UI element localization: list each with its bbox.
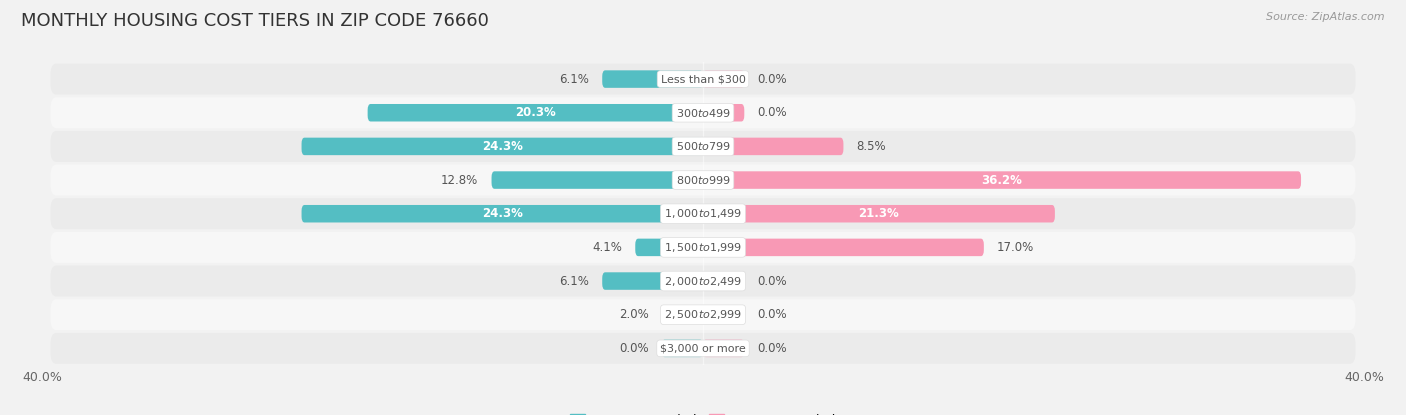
Text: 6.1%: 6.1% [560,275,589,288]
Text: $300 to $499: $300 to $499 [675,107,731,119]
Text: 17.0%: 17.0% [997,241,1035,254]
Text: $800 to $999: $800 to $999 [675,174,731,186]
FancyBboxPatch shape [703,205,1054,222]
Text: $2,000 to $2,499: $2,000 to $2,499 [664,275,742,288]
Text: 12.8%: 12.8% [441,173,478,187]
FancyBboxPatch shape [662,306,703,323]
FancyBboxPatch shape [51,63,1355,95]
Text: 4.1%: 4.1% [592,241,621,254]
FancyBboxPatch shape [703,239,984,256]
FancyBboxPatch shape [51,299,1355,330]
FancyBboxPatch shape [367,104,703,122]
Text: $2,500 to $2,999: $2,500 to $2,999 [664,308,742,321]
FancyBboxPatch shape [51,232,1355,263]
Text: $500 to $799: $500 to $799 [675,140,731,152]
FancyBboxPatch shape [51,198,1355,229]
FancyBboxPatch shape [602,70,703,88]
FancyBboxPatch shape [51,266,1355,297]
FancyBboxPatch shape [602,272,703,290]
FancyBboxPatch shape [703,339,744,357]
Text: 0.0%: 0.0% [758,73,787,85]
Text: Source: ZipAtlas.com: Source: ZipAtlas.com [1267,12,1385,22]
FancyBboxPatch shape [703,306,744,323]
Text: 36.2%: 36.2% [981,173,1022,187]
FancyBboxPatch shape [51,333,1355,364]
FancyBboxPatch shape [662,339,703,357]
Text: 2.0%: 2.0% [619,308,648,321]
Text: MONTHLY HOUSING COST TIERS IN ZIP CODE 76660: MONTHLY HOUSING COST TIERS IN ZIP CODE 7… [21,12,489,30]
Text: 0.0%: 0.0% [758,342,787,355]
FancyBboxPatch shape [492,171,703,189]
Text: 24.3%: 24.3% [482,140,523,153]
FancyBboxPatch shape [636,239,703,256]
Text: $3,000 or more: $3,000 or more [661,343,745,353]
FancyBboxPatch shape [51,97,1355,128]
FancyBboxPatch shape [51,131,1355,162]
Legend: Owner-occupied, Renter-occupied: Owner-occupied, Renter-occupied [565,409,841,415]
Text: 0.0%: 0.0% [758,275,787,288]
FancyBboxPatch shape [703,171,1301,189]
Text: 8.5%: 8.5% [856,140,886,153]
FancyBboxPatch shape [51,165,1355,195]
Text: 21.3%: 21.3% [859,207,900,220]
FancyBboxPatch shape [703,104,744,122]
FancyBboxPatch shape [703,272,744,290]
Text: $1,000 to $1,499: $1,000 to $1,499 [664,207,742,220]
FancyBboxPatch shape [301,138,703,155]
Text: 0.0%: 0.0% [619,342,648,355]
Text: $1,500 to $1,999: $1,500 to $1,999 [664,241,742,254]
FancyBboxPatch shape [703,138,844,155]
FancyBboxPatch shape [301,205,703,222]
Text: 0.0%: 0.0% [758,106,787,119]
FancyBboxPatch shape [703,70,744,88]
Text: 6.1%: 6.1% [560,73,589,85]
Text: 24.3%: 24.3% [482,207,523,220]
Text: Less than $300: Less than $300 [661,74,745,84]
Text: 0.0%: 0.0% [758,308,787,321]
Text: 20.3%: 20.3% [515,106,555,119]
